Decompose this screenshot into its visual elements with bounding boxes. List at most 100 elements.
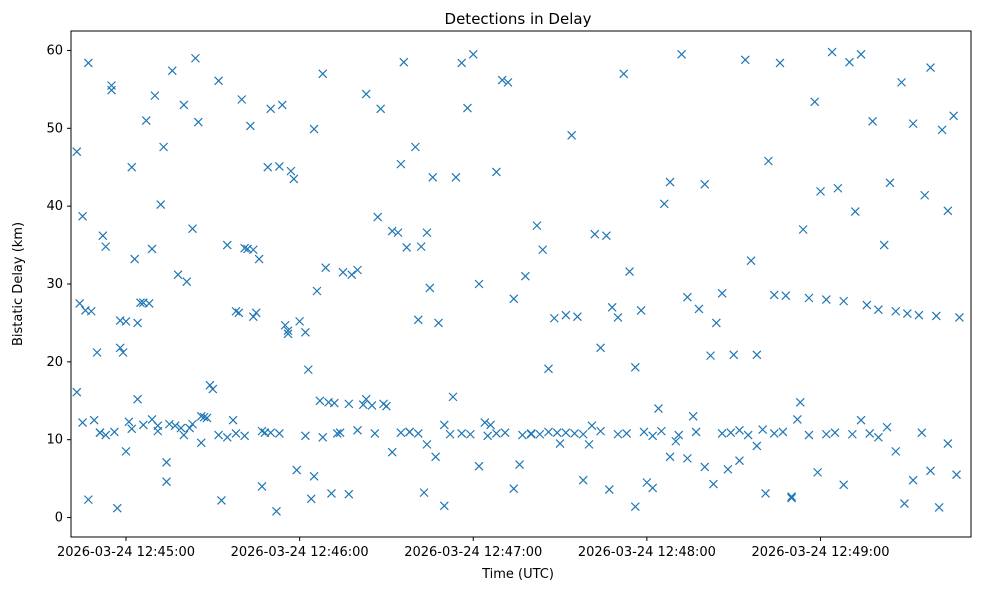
x-tick-label: 2026-03-24 12:45:00 <box>57 545 195 560</box>
data-point-marker <box>656 426 666 436</box>
data-point-marker <box>133 394 142 404</box>
data-point-marker <box>691 427 701 437</box>
data-point-marker <box>280 320 290 330</box>
data-point-marker <box>509 294 519 304</box>
data-point-marker <box>613 313 623 322</box>
data-point-marker <box>231 429 241 438</box>
data-point-marker <box>251 308 261 318</box>
data-point-marker <box>263 162 273 172</box>
data-point-marker <box>891 446 901 456</box>
data-point-marker <box>717 429 727 438</box>
data-point-marker <box>422 439 432 449</box>
data-point-marker <box>170 421 180 431</box>
data-point-marker <box>457 58 467 68</box>
data-point-marker <box>300 327 310 337</box>
data-point-marker <box>775 58 785 68</box>
data-point-marker <box>590 229 600 239</box>
data-point-marker <box>283 326 293 336</box>
y-tick-label: 40 <box>46 199 63 214</box>
data-point-marker <box>882 422 892 432</box>
data-point-marker <box>865 429 875 438</box>
data-point-marker <box>764 156 773 166</box>
data-point-marker <box>109 427 119 437</box>
data-point-marker <box>509 484 519 494</box>
data-point-marker <box>248 312 258 322</box>
data-point-marker <box>257 426 267 436</box>
data-point-marker <box>555 439 565 449</box>
data-point-marker <box>873 305 883 315</box>
data-point-marker <box>335 428 345 438</box>
data-point-marker <box>862 300 872 310</box>
data-point-marker <box>778 427 788 437</box>
data-point-marker <box>636 306 646 315</box>
data-point-marker <box>937 125 947 135</box>
data-point-marker <box>717 288 727 298</box>
data-point-marker <box>240 243 250 253</box>
data-point-marker <box>101 430 111 440</box>
data-point-marker <box>654 404 663 413</box>
data-point-marker <box>83 495 93 505</box>
data-point-marker <box>327 488 336 498</box>
data-point-marker <box>231 306 241 316</box>
data-point-marker <box>688 411 698 421</box>
x-tick-label: 2026-03-24 12:47:00 <box>404 545 542 560</box>
data-point-marker <box>830 428 840 438</box>
data-point-marker <box>474 279 484 289</box>
x-tick-label: 2026-03-24 12:46:00 <box>231 545 369 560</box>
data-point-marker <box>329 398 339 408</box>
data-point-marker <box>726 428 736 438</box>
data-point-marker <box>75 299 85 308</box>
data-point-marker <box>847 429 857 439</box>
data-point-marker <box>315 396 325 406</box>
data-point-marker <box>879 240 889 250</box>
data-point-marker <box>144 299 154 308</box>
x-tick-label: 2026-03-24 12:49:00 <box>751 545 889 560</box>
data-point-marker <box>787 492 797 501</box>
data-point-marker <box>769 290 779 300</box>
data-point-marker <box>943 206 953 216</box>
data-point-marker <box>72 387 82 397</box>
data-point-marker <box>179 430 189 440</box>
data-point-marker <box>677 49 687 59</box>
data-point-marker <box>613 429 623 439</box>
x-axis-label: Time (UTC) <box>481 567 554 582</box>
data-point-marker <box>561 428 571 438</box>
data-point-marker <box>124 417 134 427</box>
data-point-marker <box>931 311 941 321</box>
data-point-marker <box>839 480 849 490</box>
data-point-marker <box>711 318 721 328</box>
data-point-marker <box>188 224 197 234</box>
data-point-marker <box>535 429 545 439</box>
data-point-marker <box>205 380 215 390</box>
data-point-marker <box>573 312 582 322</box>
data-point-marker <box>758 425 768 434</box>
data-point-marker <box>86 306 96 316</box>
data-point-marker <box>596 343 606 353</box>
data-point-marker <box>752 441 762 451</box>
data-point-marker <box>393 228 403 238</box>
data-point-marker <box>804 293 814 303</box>
data-point-marker <box>292 465 302 475</box>
data-point-marker <box>544 427 553 437</box>
data-point-marker <box>682 453 692 463</box>
data-point-marker <box>361 89 371 99</box>
data-point-marker <box>804 430 814 440</box>
data-point-marker <box>353 425 362 435</box>
data-point-marker <box>431 452 441 462</box>
data-point-marker <box>370 429 380 438</box>
data-point-marker <box>127 424 137 434</box>
data-point-marker <box>700 179 710 189</box>
data-point-marker <box>196 438 206 448</box>
data-point-marker <box>630 362 640 372</box>
data-point-marker <box>78 211 87 221</box>
data-point-marker <box>274 162 284 171</box>
data-point-marker <box>254 254 264 264</box>
data-point-marker <box>118 348 128 357</box>
data-point-marker <box>419 488 429 498</box>
data-point-marker <box>179 100 189 110</box>
data-point-marker <box>463 103 472 113</box>
data-point-marker <box>153 426 163 436</box>
data-point-marker <box>237 95 247 104</box>
data-point-marker <box>318 432 328 442</box>
y-tick-label: 10 <box>46 433 63 448</box>
